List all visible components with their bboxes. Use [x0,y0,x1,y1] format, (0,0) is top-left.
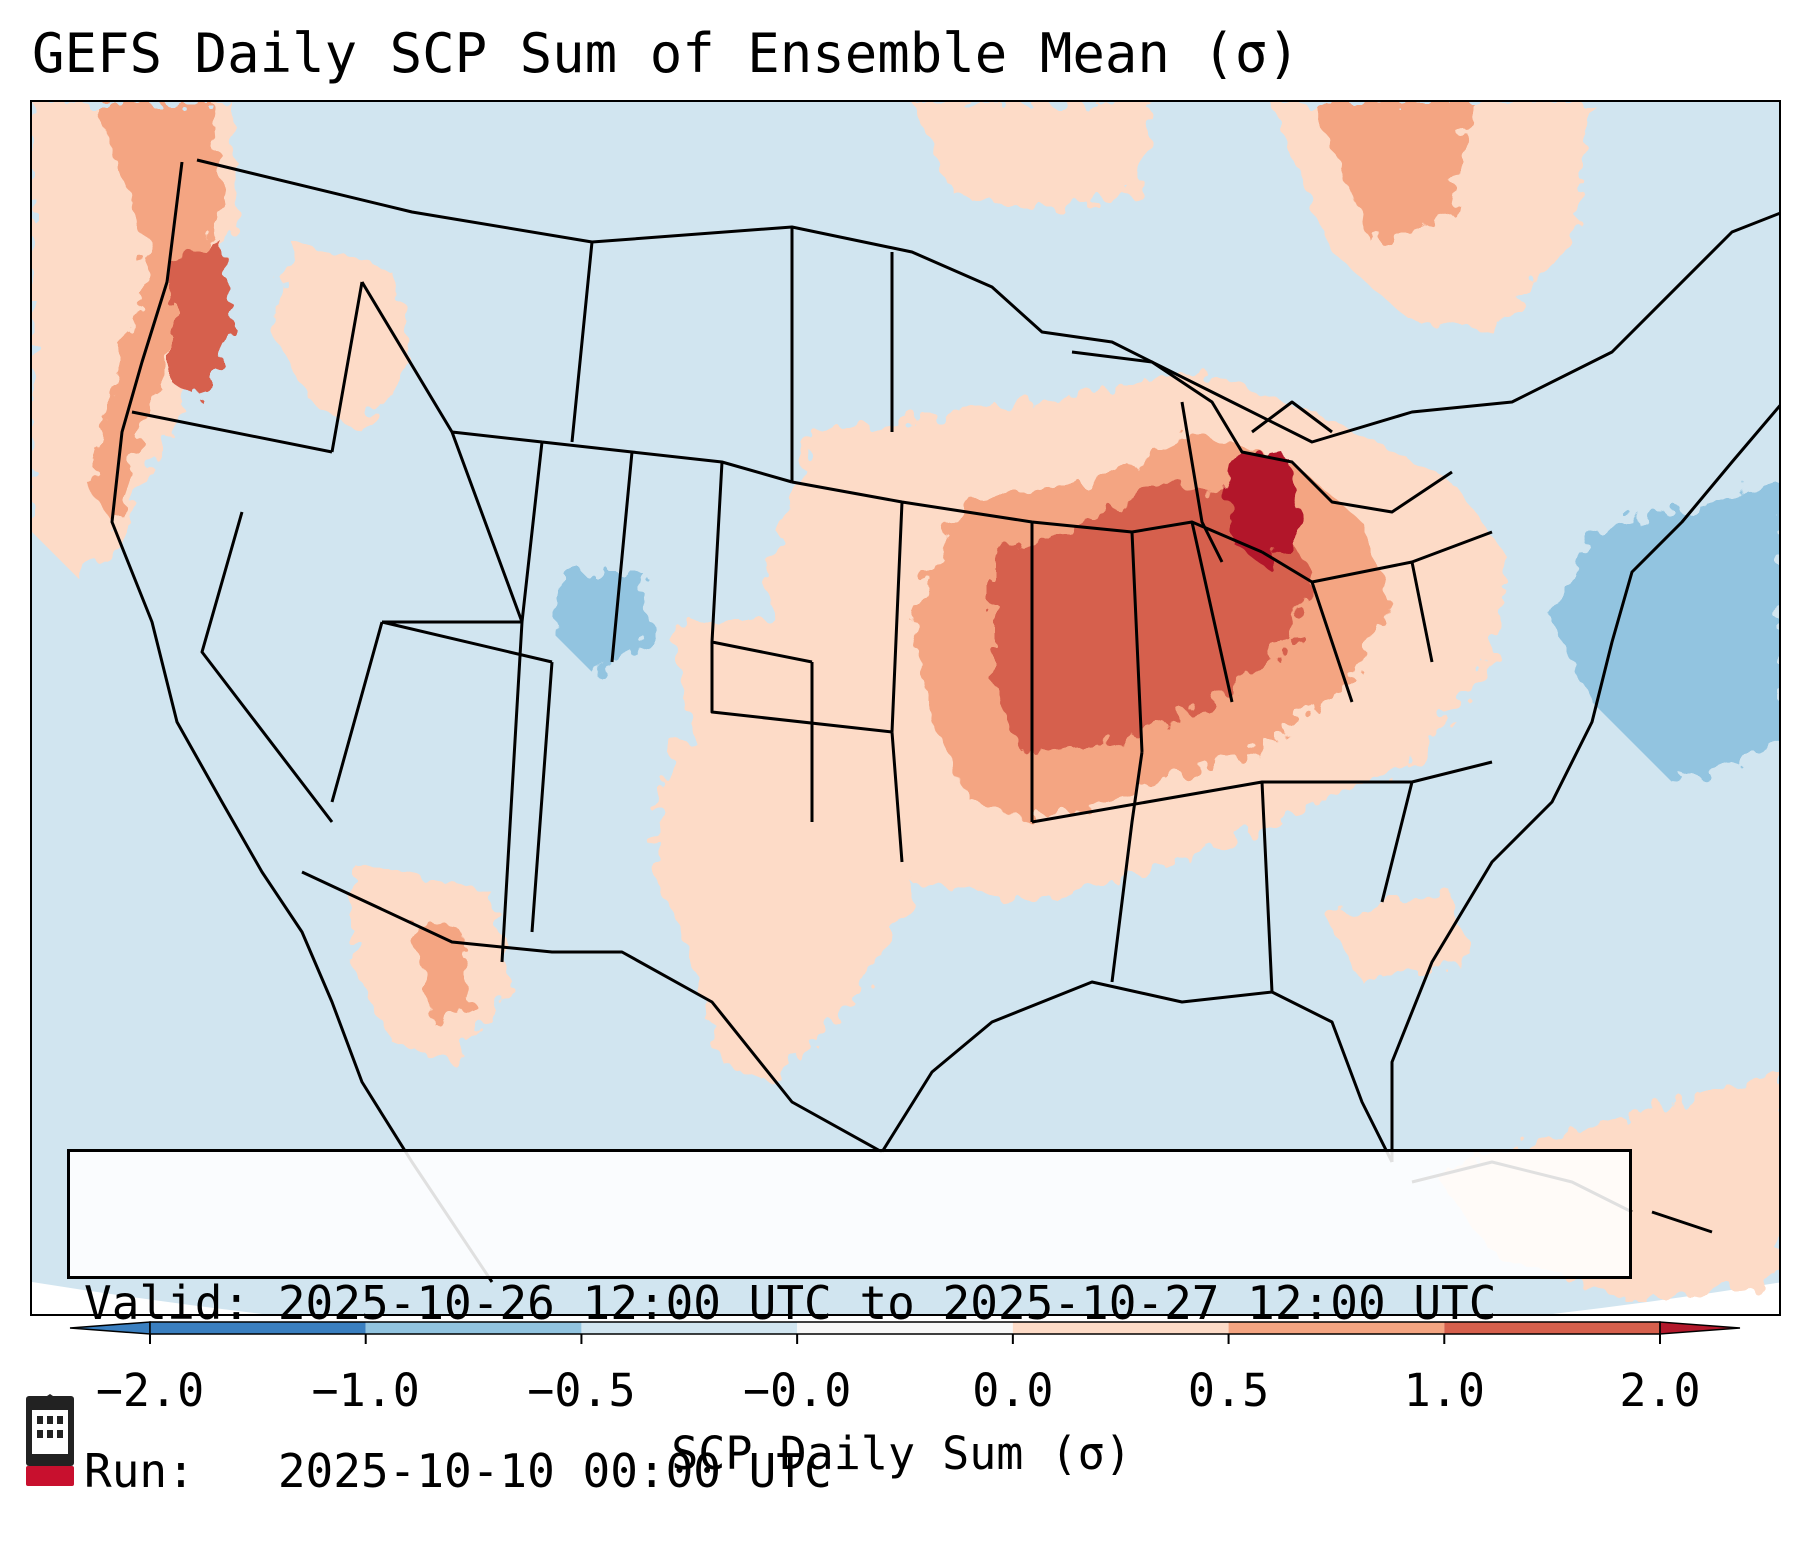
shade-idaho [272,242,412,432]
projection-edge-bottom [32,1282,1779,1314]
shade-oregon-strong [172,242,232,402]
shade-southwest-med [412,922,472,1022]
colorbar-ticks [149,1334,1661,1344]
colorbar-segment [1444,1322,1660,1334]
shade-michigan-extreme [1227,452,1302,572]
state-lines-central [541,227,1034,863]
colorbar-tick-label: 2.0 [1619,1364,1701,1417]
colorbar-extend-low [69,1321,151,1335]
shade-pacific-nw-med [87,102,222,522]
colorbar-label: SCP Daily Sum (σ) [671,1427,1132,1480]
state-lines-west [131,281,554,963]
shade-quebec-med [1312,102,1472,242]
atlantic-coast [1390,404,1779,1162]
colorbar-tick-label: −2.0 [95,1364,205,1417]
colorbar-segment [365,1322,582,1334]
colorbar-outline [149,1321,1661,1335]
colorbar-tick-label: −0.5 [527,1364,636,1417]
colorbar-tick-label: −0.0 [742,1364,852,1417]
us-canada-border [196,158,1779,444]
shade-colorado-neg [552,572,652,672]
run-time-text: Run: 2025-10-10 00:00 UTC [84,1444,832,1498]
colorbar-extend-high [1659,1321,1741,1335]
colorbar [69,1321,1741,1344]
colorbar-segment [1012,1322,1229,1334]
colorbar-segment [797,1322,1013,1334]
map-svg [32,102,1779,1314]
colorbar-tick-label: −1.0 [311,1364,420,1417]
colorbar-segment [1228,1322,1445,1334]
gulf-coast [880,980,1394,1163]
shade-texas [652,722,912,1082]
us-mexico-border [301,870,883,1154]
colorbar-segments [69,1321,1741,1335]
shade-midwest-strong [992,482,1312,752]
state-lines-east [1031,520,1493,993]
colorbar-tick-label: 1.0 [1403,1364,1485,1417]
colorbar-tick-label: 0.0 [972,1364,1054,1417]
colorbar-segment [581,1322,798,1334]
shade-atlantic-neg [1552,483,1779,782]
colorbar-segment [150,1322,366,1334]
colorbar-tick-label: 0.5 [1187,1364,1270,1417]
niu-logo [26,1394,74,1486]
map-panel [30,100,1781,1316]
valid-time-text: Valid: 2025-10-26 12:00 UTC to 2025-10-2… [84,1276,1497,1330]
map-title: GEFS Daily SCP Sum of Ensemble Mean (σ) [32,22,1300,85]
west-coast [110,161,494,1283]
shade-canada-n [912,102,1152,212]
great-lakes [1071,350,1453,563]
valid-run-info-box: Valid: 2025-10-26 12:00 UTC to 2025-10-2… [67,1149,1632,1498]
